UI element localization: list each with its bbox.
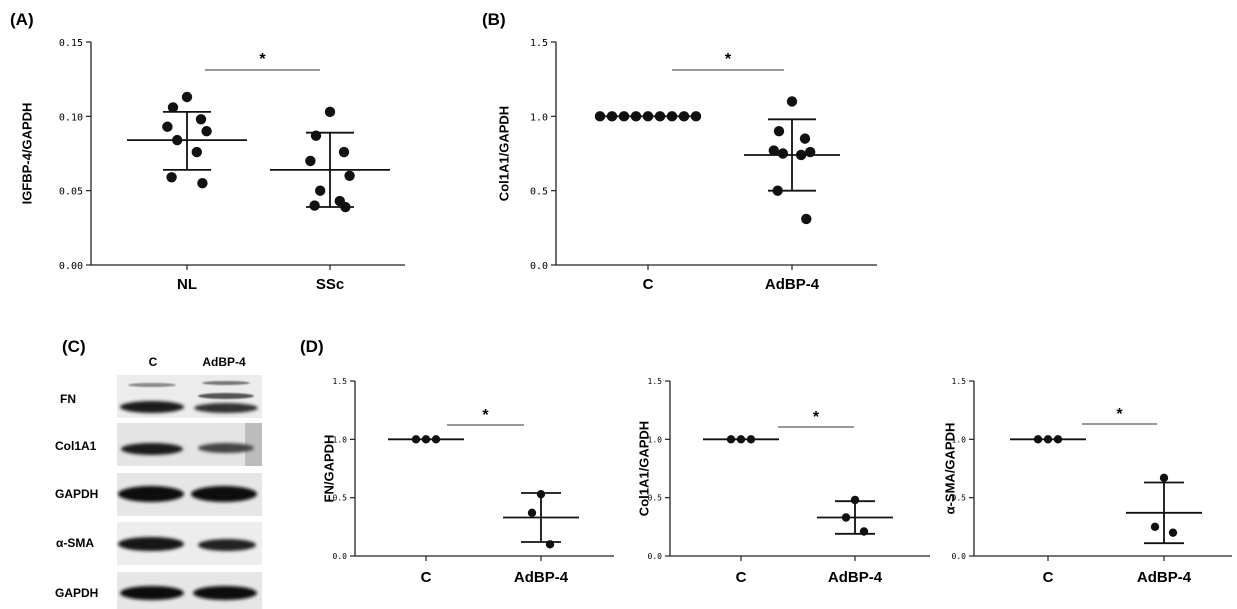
y-tick-label: 0.05	[59, 187, 83, 198]
data-point	[1150, 522, 1160, 532]
y-tick-label: 1.0	[648, 435, 663, 444]
data-point	[773, 126, 785, 137]
data-point	[777, 148, 789, 159]
y-tick-label: 1.0	[952, 435, 967, 444]
significance-marker: *	[1116, 406, 1123, 423]
panel-label-b: (B)	[482, 10, 506, 29]
y-tick-label: 1.5	[648, 377, 663, 386]
blot-row-label-gapdh-2: GAPDH	[55, 586, 98, 600]
panel-label-a: (A)	[10, 10, 34, 29]
y-axis-title: IGFBP-4/GAPDH	[19, 103, 34, 205]
y-tick-label: 0.00	[59, 261, 83, 272]
y-tick-label: 0.5	[648, 494, 663, 503]
blot-strip-gapdh-2	[117, 572, 262, 609]
data-point	[191, 146, 202, 158]
data-point	[181, 91, 193, 103]
data-point	[799, 133, 811, 144]
blot-row-label-gapdh-1: GAPDH	[55, 487, 98, 501]
x-tick-label: AdBP-4	[765, 276, 820, 293]
blot-strip-col1a1	[117, 423, 262, 466]
y-tick-label: 0.10	[59, 112, 83, 123]
y-axis-title: α-SMA/GAPDH	[942, 423, 957, 515]
chart-d-fn: 0.0 0.5 1.0 1.5 C AdBP-4 FN/GAPDH *	[321, 377, 614, 586]
x-tick-label: SSc	[316, 276, 344, 293]
data-point	[1159, 473, 1169, 483]
data-point	[195, 114, 207, 125]
data-point	[167, 102, 179, 113]
y-tick-label: 1.5	[530, 38, 548, 49]
data-point	[166, 172, 177, 183]
y-tick-label: 0.0	[952, 552, 967, 561]
x-tick-label: C	[1043, 569, 1054, 586]
data-point	[309, 200, 320, 211]
data-point	[1168, 528, 1178, 537]
y-axis-title: Col1A1/GAPDH	[636, 421, 651, 516]
data-point	[344, 170, 355, 181]
data-point	[850, 495, 860, 505]
panel-label-d: (D)	[300, 337, 324, 356]
y-tick-label: 0.5	[530, 187, 548, 198]
data-point	[315, 185, 326, 196]
blot-strip-alpha-sma	[117, 522, 262, 565]
data-point	[786, 96, 798, 107]
y-axis-title: FN/GAPDH	[321, 435, 336, 503]
blot-row-label-col1a1: Col1A1	[55, 439, 97, 453]
data-point	[801, 213, 812, 225]
significance-marker: *	[725, 51, 732, 68]
western-blot: C AdBP-4 FN Col1A1 GAPDH α-SMA	[55, 355, 262, 609]
y-tick-label: 1.0	[530, 112, 548, 123]
chart-a-igfbp4: 0.00 0.05 0.10 0.15 NL SSc IGFBP-4/GAPDH *	[19, 38, 405, 293]
data-point	[162, 121, 173, 132]
y-tick-label: 0.5	[333, 494, 348, 503]
x-tick-label: AdBP-4	[514, 569, 569, 586]
significance-marker: *	[813, 409, 820, 426]
y-axis-title: Col1A1/GAPDH	[496, 106, 511, 201]
y-tick-label: 1.0	[333, 435, 348, 444]
blot-lane-label-c: C	[149, 355, 158, 369]
data-point	[768, 145, 779, 156]
data-point	[527, 508, 537, 518]
data-point	[338, 146, 350, 158]
significance-marker: *	[259, 51, 266, 68]
data-point	[305, 155, 316, 167]
chart-b-col1a1: 0.0 0.5 1.0 1.5 C AdBP-4 Col1A1/GAPDH *	[496, 38, 877, 293]
blot-strip-fn	[117, 375, 262, 418]
x-tick-label: C	[643, 276, 654, 293]
chart-d-col1a1: 0.0 0.5 1.0 1.5 C AdBP-4 Col1A1/GAPDH *	[636, 377, 930, 586]
data-point	[201, 126, 212, 137]
x-tick-label: AdBP-4	[828, 569, 883, 586]
blot-strip-gapdh-1	[117, 473, 262, 516]
significance-marker: *	[482, 407, 489, 424]
y-tick-label: 1.5	[952, 377, 967, 386]
y-tick-label: 0.15	[59, 38, 83, 49]
blot-lane-label-adbp4: AdBP-4	[202, 355, 246, 369]
data-point	[197, 178, 208, 189]
panel-label-c: (C)	[62, 337, 86, 356]
x-tick-label: AdBP-4	[1137, 569, 1192, 586]
y-tick-label: 0.5	[952, 494, 967, 503]
chart-d-alpha-sma: 0.0 0.5 1.0 1.5 C AdBP-4 α-SMA/GAPDH *	[942, 377, 1232, 586]
y-tick-label: 1.5	[333, 377, 348, 386]
y-tick-label: 0.0	[648, 552, 663, 561]
y-tick-label: 0.0	[530, 261, 548, 272]
x-tick-label: C	[421, 569, 432, 586]
y-tick-label: 0.0	[333, 552, 348, 561]
blot-row-label-alpha-sma: α-SMA	[56, 536, 94, 550]
x-tick-label: C	[736, 569, 747, 586]
blot-row-label-fn: FN	[60, 392, 76, 406]
x-tick-label: NL	[177, 276, 197, 293]
data-point	[324, 106, 336, 118]
